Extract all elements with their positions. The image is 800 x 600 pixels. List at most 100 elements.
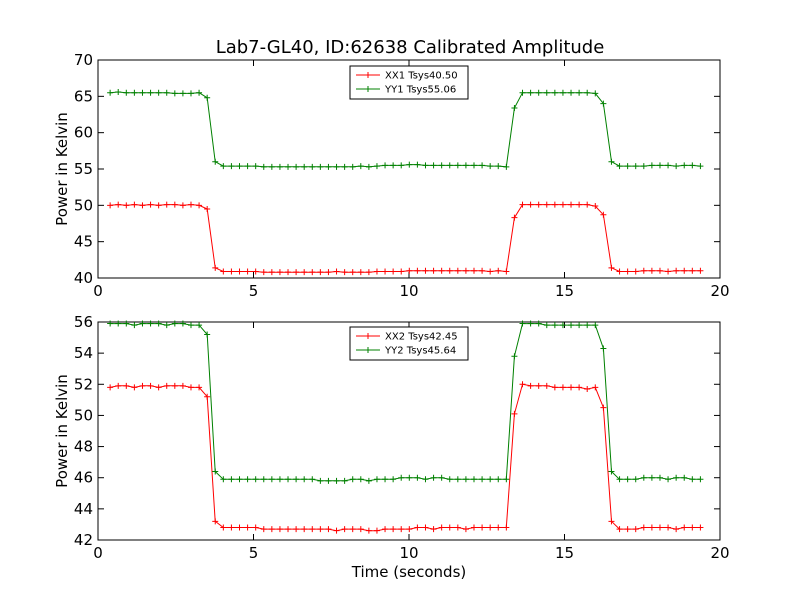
data-point — [333, 268, 340, 275]
data-point — [689, 162, 696, 169]
data-point — [196, 322, 203, 329]
data-point — [462, 476, 469, 483]
data-point — [479, 524, 486, 531]
x-axis-label: Time (seconds) — [351, 563, 467, 581]
legend-box — [349, 65, 469, 100]
data-point — [163, 382, 170, 389]
data-point — [115, 88, 122, 95]
data-point — [357, 476, 364, 483]
data-point — [470, 162, 477, 169]
data-point — [519, 201, 526, 208]
data-point — [179, 202, 186, 209]
subplot-1: 0 5 10 15 20 40 45 50 55 60 65 70 Power in Kelvin XX1… — [53, 51, 730, 300]
y-tick-label: 60 — [74, 124, 93, 142]
data-point — [260, 163, 267, 170]
data-point — [398, 526, 405, 533]
data-point — [155, 89, 162, 96]
data-point — [115, 320, 122, 327]
data-point — [414, 474, 421, 481]
y-tick-label: 70 — [74, 51, 93, 69]
data-point — [107, 384, 114, 391]
series-yy2 — [107, 320, 704, 484]
data-point — [333, 477, 340, 484]
data-point — [648, 162, 655, 169]
data-point — [495, 476, 502, 483]
data-point — [640, 267, 647, 274]
data-point — [616, 163, 623, 170]
data-point — [462, 267, 469, 274]
y-tick-label: 46 — [74, 469, 93, 487]
data-point — [171, 201, 178, 208]
y-tick-label: 50 — [74, 196, 93, 214]
data-point — [656, 524, 663, 531]
legend-marker — [365, 86, 371, 92]
data-point — [689, 267, 696, 274]
data-point — [543, 201, 550, 208]
data-point — [276, 269, 283, 276]
legend-marker — [365, 72, 371, 78]
data-point — [559, 384, 566, 391]
data-point — [519, 320, 526, 327]
data-point — [479, 162, 486, 169]
data-point — [220, 163, 227, 170]
data-point — [382, 476, 389, 483]
data-point — [527, 201, 534, 208]
data-point — [131, 384, 138, 391]
data-point — [584, 201, 591, 208]
legend-box — [349, 326, 469, 361]
data-point — [212, 158, 219, 165]
data-point — [470, 476, 477, 483]
data-point — [268, 476, 275, 483]
data-point — [632, 163, 639, 170]
data-point — [584, 385, 591, 392]
data-point — [357, 163, 364, 170]
data-point — [349, 269, 356, 276]
data-point — [260, 526, 267, 533]
data-point — [301, 269, 308, 276]
data-point — [365, 477, 372, 484]
data-point — [592, 90, 599, 97]
data-point — [204, 331, 211, 338]
data-point — [414, 267, 421, 274]
data-point — [131, 201, 138, 208]
y-tick-label: 48 — [74, 438, 93, 456]
data-point — [535, 201, 542, 208]
data-point — [260, 476, 267, 483]
data-point — [600, 211, 607, 218]
data-point — [624, 476, 631, 483]
x-tick-label: 10 — [399, 282, 418, 300]
legend: XX1 Tsys40.50 YY1 Tsys55.06 — [349, 65, 469, 100]
data-point — [422, 162, 429, 169]
data-point — [317, 526, 324, 533]
data-point — [438, 162, 445, 169]
data-point — [656, 267, 663, 274]
data-point — [301, 163, 308, 170]
data-point — [204, 205, 211, 212]
legend: XX2 Tsys42.45 YY2 Tsys45.64 — [349, 326, 469, 361]
data-point — [519, 89, 526, 96]
data-point — [357, 269, 364, 276]
data-point — [341, 477, 348, 484]
data-point — [616, 268, 623, 275]
data-point — [438, 267, 445, 274]
data-point — [204, 94, 211, 101]
legend-label: XX2 Tsys42.45 — [385, 332, 458, 343]
data-point — [665, 476, 672, 483]
data-point — [147, 89, 154, 96]
data-point — [422, 476, 429, 483]
data-point — [624, 268, 631, 275]
data-point — [373, 163, 380, 170]
data-point — [301, 526, 308, 533]
data-point — [576, 201, 583, 208]
data-point — [568, 89, 575, 96]
series-line — [110, 204, 701, 273]
data-point — [179, 90, 186, 97]
data-point — [681, 162, 688, 169]
data-point — [341, 163, 348, 170]
data-point — [592, 322, 599, 329]
data-point — [551, 201, 558, 208]
data-point — [155, 320, 162, 327]
data-point — [244, 268, 251, 275]
data-point — [624, 526, 631, 533]
data-point — [244, 163, 251, 170]
